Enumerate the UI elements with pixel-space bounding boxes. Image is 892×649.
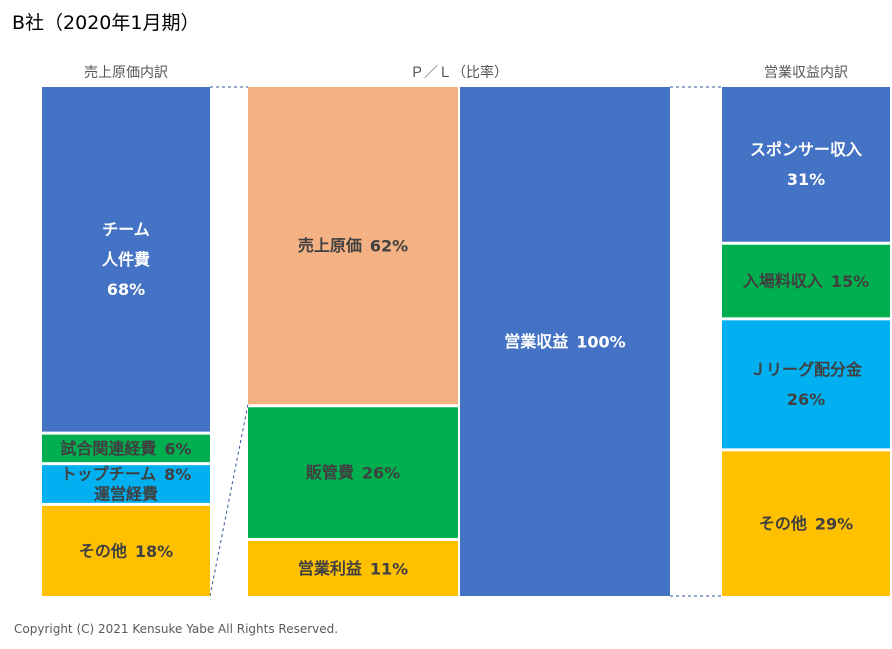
cost-segment-2 bbox=[42, 465, 210, 503]
revenue-segment-1-label: 入場料収入 15% bbox=[743, 272, 869, 291]
pl_cost-segment-1-percent: 26% bbox=[362, 463, 400, 482]
cost-segment-1-percent: 6% bbox=[164, 439, 191, 458]
revenue-segment-2-pct: 26% bbox=[787, 390, 825, 409]
connector-line-1 bbox=[209, 403, 249, 597]
cost-segment-2-label2: 運営経費 bbox=[94, 485, 158, 504]
revenue-breakdown-header: 営業収益内訳 bbox=[764, 65, 848, 81]
cost-segment-0-label: チーム bbox=[102, 220, 150, 239]
cost-segment-3-percent: 18% bbox=[135, 541, 173, 560]
revenue-segment-0-label: スポンサー収入 bbox=[750, 140, 862, 159]
pl_cost-segment-2-percent: 11% bbox=[370, 559, 408, 578]
pl_cost-segment-2 bbox=[248, 540, 458, 596]
cost-segment-0-pct: 68% bbox=[107, 280, 145, 299]
pl-header: Ｐ／Ｌ（比率） bbox=[410, 65, 508, 81]
pl_cost-segment-1-label: 販管費 26% bbox=[306, 463, 400, 482]
cost-segment-3 bbox=[42, 505, 210, 596]
pl_cost-segment-0-label: 売上原価 62% bbox=[298, 236, 408, 255]
copyright-notice: Copyright (C) 2021 Kensuke Yabe All Righ… bbox=[14, 622, 339, 636]
cost-segment-2-percent: 8% bbox=[164, 465, 191, 484]
cost-segment-1-label: 試合関連経費 6% bbox=[60, 439, 191, 458]
revenue-segment-0-pct: 31% bbox=[787, 170, 825, 189]
revenue-segment-3 bbox=[722, 451, 890, 596]
pl_cost-segment-1 bbox=[248, 407, 458, 538]
pl_revenue-segment-0-label: 営業収益 100% bbox=[504, 332, 625, 351]
chart-title: B社（2020年1月期） bbox=[12, 12, 200, 34]
cost-segment-0-label: 人件費 bbox=[102, 250, 150, 269]
pl_revenue-segment-0-percent: 100% bbox=[576, 332, 625, 351]
cost-segment-3-label: その他 18% bbox=[79, 541, 173, 560]
pl_cost-segment-0-percent: 62% bbox=[370, 236, 408, 255]
revenue-segment-0 bbox=[722, 87, 890, 242]
pl_revenue-segment-0 bbox=[460, 87, 670, 596]
cost-segment-2-label: トップチーム 8% bbox=[61, 465, 192, 484]
pl_cost-segment-2-label: 営業利益 11% bbox=[298, 559, 408, 578]
revenue-segment-3-percent: 29% bbox=[815, 514, 853, 533]
revenue-segment-1 bbox=[722, 244, 890, 318]
cost-segment-1 bbox=[42, 434, 210, 463]
revenue-segment-2 bbox=[722, 320, 890, 449]
revenue-segment-3-label: その他 29% bbox=[759, 514, 853, 533]
cost-breakdown-header: 売上原価内訳 bbox=[84, 65, 168, 81]
revenue-segment-1-percent: 15% bbox=[831, 272, 869, 291]
pl_cost-segment-0 bbox=[248, 87, 458, 405]
revenue-segment-2-label: Ｊリーグ配分金 bbox=[750, 360, 863, 379]
cost-segment-0 bbox=[42, 87, 210, 432]
